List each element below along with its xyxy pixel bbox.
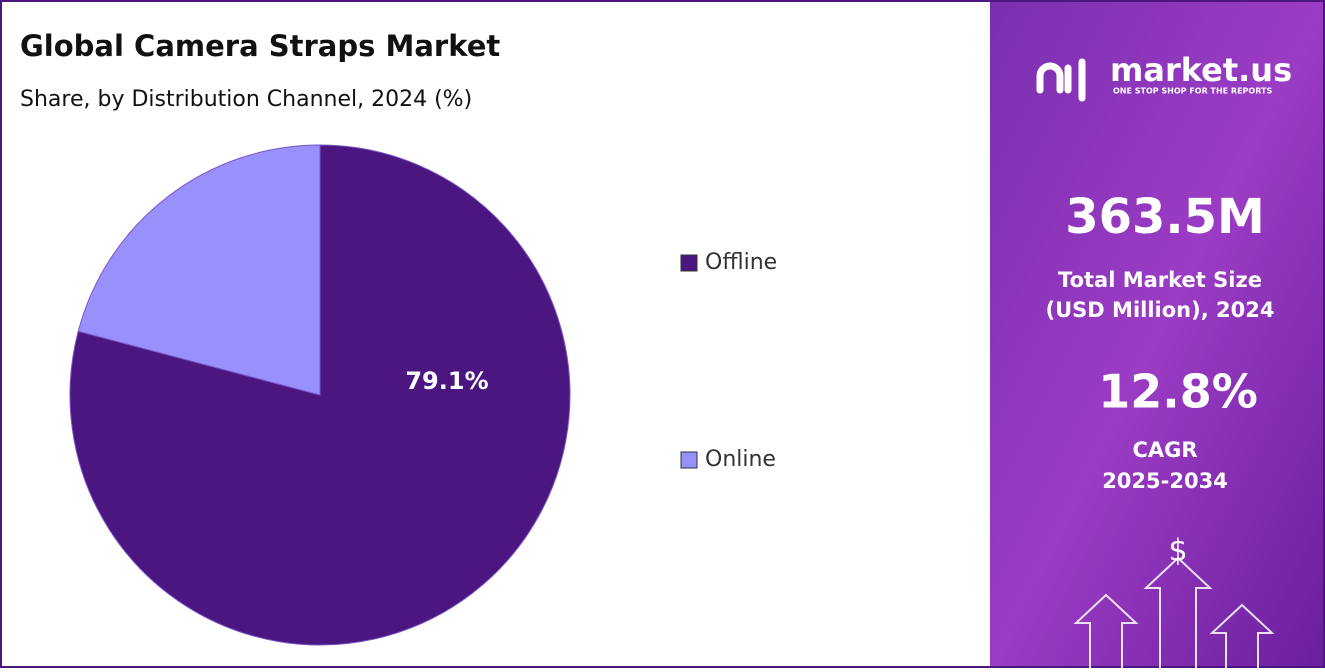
pie-slice (77, 144, 321, 396)
cagr-label: CAGR (1132, 438, 1197, 462)
cagr: 12.8% (1098, 365, 1258, 419)
market-size: 363.5M (1065, 189, 1265, 245)
pie: 79.1% (69, 144, 571, 646)
legend-swatch (680, 451, 698, 469)
logo-icon (1036, 58, 1086, 102)
chart-subtitle: Share, by Distribution Channel, 2024 (%) (20, 87, 472, 112)
arrows (1073, 556, 1275, 668)
legend: Offline Online (680, 250, 777, 472)
cagr-label: 2025-2034 (1102, 469, 1228, 493)
data-label: 79.1% (405, 367, 488, 395)
legend-swatch (680, 254, 698, 272)
legend-label: Offline (705, 250, 777, 275)
legend-label: Online (705, 447, 776, 472)
brand: market.us (1110, 51, 1292, 89)
market-size-label: (USD Million), 2024 (1046, 298, 1275, 322)
dollar-icon: $ (1168, 534, 1187, 569)
side-panel (990, 2, 1323, 666)
chart-title: Global Camera Straps Market (20, 29, 500, 63)
market-size-label: Total Market Size (1058, 268, 1262, 292)
tagline: ONE STOP SHOP FOR THE REPORTS (1113, 87, 1272, 96)
